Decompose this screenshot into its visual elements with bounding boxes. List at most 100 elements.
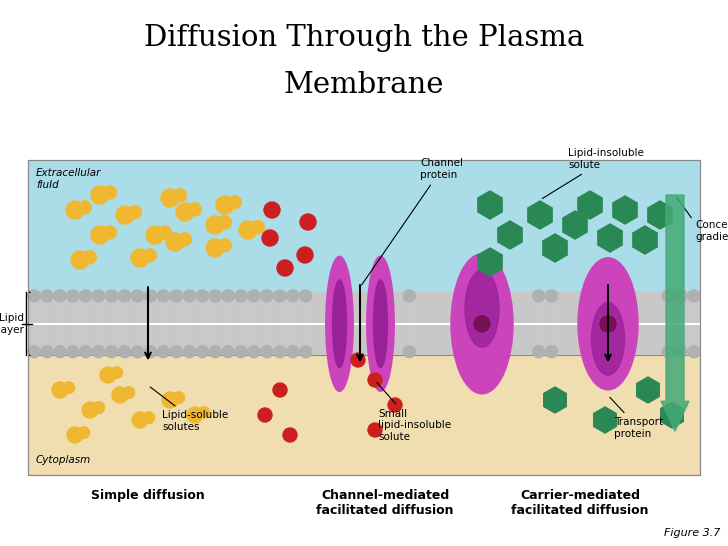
Text: Diffusion Through the Plasma: Diffusion Through the Plasma [144,24,584,52]
Text: Figure 3.7: Figure 3.7 [664,528,720,538]
Circle shape [144,346,157,358]
Circle shape [533,290,545,302]
Circle shape [251,221,264,234]
Circle shape [368,423,382,437]
Text: Cytoplasm: Cytoplasm [36,455,91,465]
Ellipse shape [367,256,395,391]
Bar [28,160,700,475]
Circle shape [119,290,130,302]
Text: Channel-mediated
facilitated diffusion: Channel-mediated facilitated diffusion [316,489,454,517]
Circle shape [28,290,40,302]
Circle shape [248,290,260,302]
Circle shape [170,290,182,302]
Circle shape [216,196,234,214]
Circle shape [67,346,79,358]
Circle shape [41,290,53,302]
Circle shape [80,346,92,358]
Polygon shape [543,234,567,262]
Circle shape [162,392,178,408]
Circle shape [222,346,234,358]
Polygon shape [661,402,684,428]
Circle shape [274,290,286,302]
Circle shape [71,251,89,269]
Circle shape [54,290,66,302]
Circle shape [546,290,558,302]
Circle shape [93,402,105,413]
Circle shape [143,412,154,423]
Circle shape [209,290,221,302]
Polygon shape [598,224,622,252]
Circle shape [66,201,84,219]
Circle shape [91,226,109,244]
Circle shape [198,407,210,418]
Circle shape [116,206,134,224]
Ellipse shape [325,256,353,391]
Circle shape [264,202,280,218]
Circle shape [67,427,83,443]
Circle shape [403,346,415,358]
Circle shape [128,206,141,219]
Circle shape [388,398,402,412]
Circle shape [28,346,40,358]
Circle shape [106,346,118,358]
Polygon shape [578,191,602,219]
Circle shape [297,247,313,263]
Circle shape [157,290,170,302]
Circle shape [79,201,92,214]
Circle shape [183,290,195,302]
Text: Small
lipid-insoluble
solute: Small lipid-insoluble solute [377,382,451,442]
Circle shape [688,346,700,358]
Circle shape [300,290,312,302]
Circle shape [106,290,118,302]
Bar [28,355,700,475]
Circle shape [287,290,298,302]
Polygon shape [594,407,617,433]
Circle shape [84,251,96,264]
Circle shape [662,290,674,302]
Circle shape [166,233,184,251]
Circle shape [287,346,298,358]
Polygon shape [613,196,637,224]
Circle shape [274,346,286,358]
Polygon shape [544,387,566,413]
Circle shape [300,214,316,230]
Circle shape [206,216,224,234]
Circle shape [189,203,202,216]
Circle shape [368,373,382,387]
Circle shape [258,408,272,422]
Circle shape [131,249,149,267]
Circle shape [119,346,130,358]
Circle shape [600,316,616,332]
Circle shape [144,290,157,302]
Circle shape [143,249,157,262]
Circle shape [82,402,98,418]
Text: Simple diffusion: Simple diffusion [91,489,205,502]
Polygon shape [478,248,502,276]
Circle shape [111,367,122,378]
Polygon shape [498,221,522,249]
Circle shape [132,412,148,428]
Text: Carrier-mediated
facilitated diffusion: Carrier-mediated facilitated diffusion [511,489,649,517]
Circle shape [132,290,143,302]
Circle shape [239,221,257,239]
Circle shape [157,346,170,358]
Circle shape [80,290,92,302]
Circle shape [123,387,135,399]
Circle shape [277,260,293,276]
Circle shape [52,382,68,398]
Circle shape [63,382,74,393]
Text: Lipid-soluble
solutes: Lipid-soluble solutes [150,387,229,432]
Circle shape [248,346,260,358]
Circle shape [662,346,674,358]
Circle shape [235,290,247,302]
Circle shape [187,407,203,423]
Circle shape [67,290,79,302]
Circle shape [261,290,273,302]
Circle shape [235,346,247,358]
Circle shape [173,189,186,202]
Circle shape [176,203,194,221]
Circle shape [675,290,687,302]
Text: Lipid
bilayer: Lipid bilayer [0,313,24,335]
Ellipse shape [578,258,638,390]
Circle shape [403,290,415,302]
